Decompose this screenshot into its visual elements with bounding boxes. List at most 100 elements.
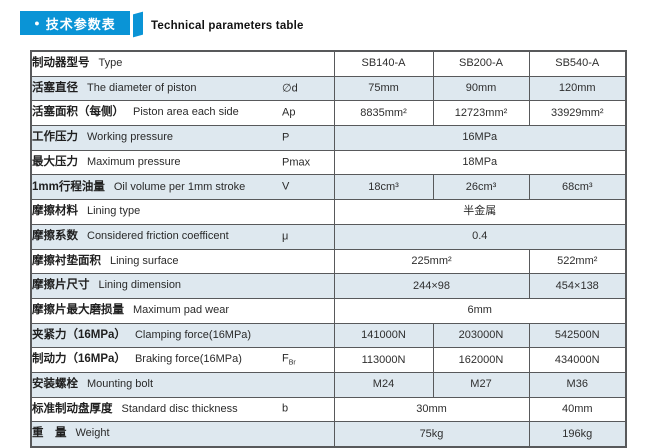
- row-label-en: Lining dimension: [98, 279, 182, 292]
- row-label-zh: 摩擦片最大磨损量: [32, 303, 124, 316]
- row-label-en: Considered friction coefficent: [87, 229, 229, 242]
- row-label-zh: 摩擦系数: [32, 229, 78, 242]
- row-label-en: Braking force(16MPa): [134, 353, 242, 366]
- table-cell: 18MPa: [333, 149, 627, 176]
- symbol-label: FBr: [282, 352, 296, 367]
- row-label-zh: 活塞面积（每侧）: [32, 106, 124, 119]
- table-cell: 113000N: [333, 347, 434, 373]
- row-label-en: Piston area each side: [133, 106, 239, 119]
- table-row: 摩擦衬垫面积 Lining surface 225mm² 522mm²: [30, 248, 627, 275]
- table-row: 重 量 Weight 75kg 196kg: [30, 421, 627, 448]
- table-cell: 18cm³: [333, 174, 434, 201]
- table-cell: 162000N: [432, 347, 530, 373]
- section-title-en: Technical parameters table: [151, 20, 304, 32]
- row-label-zh: 制动器型号: [32, 57, 90, 70]
- row-label: 摩擦片最大磨损量 Maximum pad wear: [30, 297, 335, 324]
- row-label: 工作压力 Working pressure P: [30, 125, 335, 151]
- model-header-cell: SB200-A: [432, 50, 530, 77]
- table-cell: 26cm³: [432, 174, 530, 201]
- table-row: 制动力（16MPa） Braking force(16MPa) FBr 113000N…: [30, 347, 627, 373]
- model-header-cell: SB140-A: [333, 50, 434, 77]
- table-row: 活塞直径 The diameter of piston ∅d 75mm 90mm 120m…: [30, 75, 627, 102]
- symbol-label: Ap: [282, 106, 296, 119]
- table-cell: 434000N: [528, 347, 627, 373]
- table-cell: 141000N: [333, 322, 434, 349]
- symbol-label: ∅d: [282, 82, 298, 95]
- table-cell: 16MPa: [333, 125, 627, 151]
- table-cell: 68cm³: [528, 174, 627, 201]
- row-label-zh: 重 量: [32, 427, 67, 440]
- row-label: 安装螺栓 Mounting bolt: [30, 371, 335, 398]
- symbol-label: V: [282, 180, 290, 193]
- table-row: 活塞面积（每侧） Piston area each side Ap 8835mm² 12…: [30, 100, 627, 127]
- row-label-zh: 安装螺栓: [32, 378, 78, 391]
- row-label-en: The diameter of piston: [87, 81, 197, 94]
- row-label-zh: 制动力（16MPa）: [32, 353, 126, 366]
- row-label-zh: 工作压力: [32, 131, 78, 144]
- table-cell: 33929mm²: [528, 100, 627, 127]
- row-label: 制动力（16MPa） Braking force(16MPa) FBr: [30, 347, 335, 373]
- table-cell: 半金属: [333, 199, 627, 225]
- table-row: 摩擦片尺寸 Lining dimension 244×98 454×138: [30, 273, 627, 299]
- symbol-label: P: [282, 131, 290, 144]
- row-label-en: Working pressure: [87, 131, 173, 144]
- row-label-en: Weight: [75, 427, 110, 440]
- symbol-label: b: [282, 402, 289, 415]
- row-label-en: Lining surface: [110, 254, 179, 267]
- table-cell: 0.4: [333, 223, 627, 250]
- table-row: 工作压力 Working pressure P 16MPa: [30, 125, 627, 151]
- table-cell: 244×98: [333, 273, 530, 299]
- parameters-table: 制动器型号 Type SB140-A SB200-A SB540-A 活塞直径 The di…: [30, 50, 627, 448]
- row-label: 夹紧力（16MPa） Clamping force(16MPa): [30, 322, 335, 349]
- row-label-en: Type: [98, 57, 123, 70]
- table-row: 夹紧力（16MPa） Clamping force(16MPa) 141000N 20…: [30, 322, 627, 349]
- section-title-zh: 技术参数表: [45, 16, 116, 32]
- table-cell: 6mm: [333, 297, 627, 324]
- table-cell: 12723mm²: [432, 100, 530, 127]
- table-cell: 196kg: [528, 421, 627, 448]
- symbol-label: μ: [282, 230, 289, 243]
- row-label: 活塞面积（每侧） Piston area each side Ap: [30, 100, 335, 127]
- row-label-zh: 最大压力: [32, 155, 78, 168]
- row-label: 摩擦片尺寸 Lining dimension: [30, 273, 335, 299]
- table-cell: 225mm²: [333, 248, 530, 275]
- table-cell: 40mm: [528, 396, 627, 423]
- row-label-zh: 标准制动盘厚度: [32, 402, 113, 415]
- table-cell: 90mm: [432, 75, 530, 102]
- table-row: 摩擦材料 Lining type 半金属: [30, 199, 627, 225]
- row-label: 最大压力 Maximum pressure Pmax: [30, 149, 335, 176]
- row-label: 1mm行程油量 Oil volume per 1mm stroke V: [30, 174, 335, 201]
- row-label: 活塞直径 The diameter of piston ∅d: [30, 75, 335, 102]
- table-row: 标准制动盘厚度 Standard disc thickness b 30mm 40mm: [30, 396, 627, 423]
- row-label-en: Mounting bolt: [87, 378, 154, 391]
- table-cell: M24: [333, 371, 434, 398]
- table-header-row: 制动器型号 Type SB140-A SB200-A SB540-A: [30, 50, 627, 77]
- table-row: 最大压力 Maximum pressure Pmax 18MPa: [30, 149, 627, 176]
- row-label-zh: 活塞直径: [32, 81, 78, 94]
- bullet-icon: ●: [34, 18, 40, 28]
- row-label-en: Clamping force(16MPa): [134, 328, 252, 341]
- table-cell: 542500N: [528, 322, 627, 349]
- table-cell: 75kg: [333, 421, 530, 448]
- row-label: 标准制动盘厚度 Standard disc thickness b: [30, 396, 335, 423]
- row-label-zh: 摩擦片尺寸: [32, 279, 90, 292]
- row-label-zh: 摩擦材料: [32, 205, 78, 218]
- table-cell: 522mm²: [528, 248, 627, 275]
- row-label: 摩擦材料 Lining type: [30, 199, 335, 225]
- row-label-en: Maximum pad wear: [133, 303, 229, 316]
- ribbon-divider-icon: [133, 11, 143, 38]
- row-label-zh: 摩擦衬垫面积: [32, 254, 101, 267]
- table-cell: 454×138: [528, 273, 627, 299]
- table-cell: 30mm: [333, 396, 530, 423]
- table-cell: M27: [432, 371, 530, 398]
- table-cell: 120mm: [528, 75, 627, 102]
- table-row: 摩擦系数 Considered friction coefficent μ 0.4: [30, 223, 627, 250]
- row-label-en: Standard disc thickness: [121, 402, 238, 415]
- row-label-en: Lining type: [87, 205, 141, 218]
- model-header-cell: SB540-A: [528, 50, 627, 77]
- row-label: 摩擦衬垫面积 Lining surface: [30, 248, 335, 275]
- row-label: 摩擦系数 Considered friction coefficent μ: [30, 223, 335, 250]
- table-cell: 75mm: [333, 75, 434, 102]
- row-label-zh: 夹紧力（16MPa）: [32, 328, 126, 341]
- row-label-en: Maximum pressure: [87, 155, 181, 168]
